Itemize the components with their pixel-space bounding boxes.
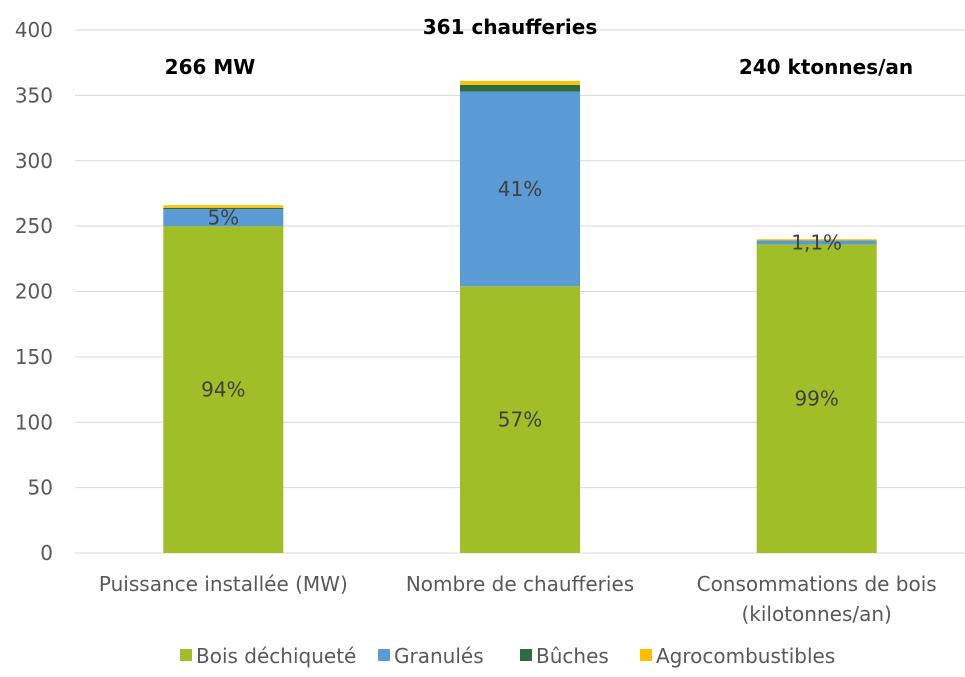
legend-swatch-2 (520, 649, 532, 661)
bar-segment-cat1-series0 (460, 286, 580, 553)
y-tick-label-300: 300 (15, 149, 53, 173)
bar-segment-cat2-series3 (756, 239, 877, 241)
header-label-0: 266 MW (165, 55, 256, 79)
legend-label-0: Bois déchiqueté (196, 644, 356, 668)
legend-swatch-3 (640, 649, 652, 661)
x-category-label-0-line0: Puissance installée (MW) (99, 572, 348, 596)
y-tick-label-350: 350 (15, 83, 53, 107)
y-tick-label-250: 250 (15, 214, 53, 238)
legend-swatch-1 (378, 649, 390, 661)
x-category-label-2-line1: (kilotonnes/an) (741, 602, 891, 626)
bar-segment-cat1-series1 (460, 91, 580, 287)
bar-segment-cat0-series1 (163, 209, 284, 227)
data-label-cat1-series1: 41% (498, 177, 542, 201)
data-label-cat1-series0: 57% (498, 408, 542, 432)
legend-label-3: Agrocombustibles (656, 644, 835, 668)
x-category-label-1-line0: Nombre de chaufferies (406, 572, 634, 596)
bar-segment-cat0-series3 (163, 205, 284, 208)
bar-segment-cat1-series2 (460, 84, 580, 92)
bar-segment-cat0-series2 (163, 207, 284, 210)
data-label-cat2-series0: 99% (794, 387, 838, 411)
data-label-cat2-series1: 1,1% (791, 230, 842, 254)
y-tick-label-200: 200 (15, 280, 53, 304)
y-tick-label-100: 100 (15, 410, 53, 434)
y-tick-label-400: 400 (15, 18, 53, 42)
legend-label-1: Granulés (394, 644, 484, 668)
y-tick-label-0: 0 (40, 541, 53, 565)
y-tick-label-50: 50 (28, 476, 53, 500)
bar-segment-cat2-series1 (756, 240, 877, 245)
x-category-label-2-line0: Consommations de bois (697, 572, 937, 596)
bar-segment-cat0-series0 (163, 226, 284, 553)
y-tick-label-150: 150 (15, 345, 53, 369)
data-label-cat0-series0: 94% (201, 378, 245, 402)
legend-swatch-0 (180, 649, 192, 661)
bar-segment-cat2-series0 (756, 244, 877, 553)
data-label-cat0-series1: 5% (207, 206, 239, 230)
legend-label-2: Bûches (536, 644, 609, 668)
header-label-2: 240 ktonnes/an (739, 55, 913, 79)
bar-segment-cat1-series3 (460, 80, 580, 85)
header-label-1: 361 chaufferies (423, 15, 598, 39)
